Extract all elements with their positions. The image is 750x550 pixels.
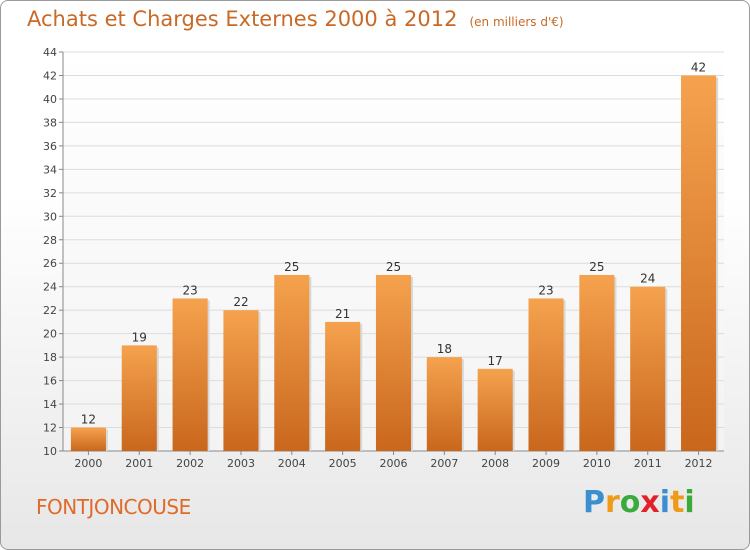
data-label: 25 [589,260,604,274]
data-label: 25 [386,260,401,274]
y-tick-label: 26 [43,257,57,270]
logo-letter: i [684,485,695,520]
y-tick-label: 32 [43,187,57,200]
y-tick-label: 40 [43,93,57,106]
logo-letter: P [583,485,605,520]
data-label: 23 [538,283,553,297]
y-tick-label: 24 [43,281,57,294]
bar [426,357,462,451]
data-label: 19 [132,330,147,344]
y-tick-label: 22 [43,304,57,317]
y-tick-label: 18 [43,351,57,364]
bar [579,274,615,451]
bar [375,274,412,451]
x-tick-label: 2012 [685,457,713,470]
bar [121,345,157,451]
x-tick-label: 2009 [532,457,560,470]
logo-letter: x [640,485,660,520]
bar [223,310,259,451]
y-tick-label: 12 [43,422,57,435]
y-tick-label: 34 [43,163,57,176]
chart-subtitle: (en milliers d'€) [469,15,564,29]
bar [70,427,106,451]
proxiti-logo: Proxiti [583,485,695,520]
y-tick-label: 28 [43,234,57,247]
x-tick-label: 2006 [380,457,408,470]
y-tick-label: 20 [43,328,57,341]
x-tick-label: 2004 [278,457,306,470]
data-label: 12 [81,413,96,427]
chart-title-text: Achats et Charges Externes 2000 à 2012 [27,7,458,31]
bar [325,321,361,451]
bar [274,274,310,451]
town-name: FONTJONCOUSE [36,495,191,519]
x-tick-label: 2008 [481,457,509,470]
data-label: 42 [691,60,706,74]
y-tick-label: 38 [43,116,57,129]
data-label: 18 [437,342,452,356]
logo-letter: i [659,485,671,520]
chart-title: Achats et Charges Externes 2000 à 2012 (e… [27,7,564,31]
data-label: 25 [284,260,299,274]
y-tick-label: 10 [43,445,57,458]
bar [681,75,717,452]
bar [630,286,666,451]
x-tick-label: 2007 [430,457,458,470]
bar [172,298,208,451]
bar [477,368,513,451]
x-tick-label: 2011 [634,457,662,470]
bar [528,298,564,451]
y-tick-label: 36 [43,140,57,153]
x-tick-label: 2003 [227,457,255,470]
data-label: 22 [233,295,248,309]
y-tick-label: 14 [43,398,57,411]
x-tick-label: 2002 [176,457,204,470]
data-label: 17 [488,354,503,368]
y-tick-label: 42 [43,69,57,82]
x-tick-label: 2001 [125,457,153,470]
y-tick-label: 16 [43,375,57,388]
data-label: 24 [640,272,655,286]
logo-letter: r [605,485,620,520]
data-label: 21 [335,307,350,321]
y-tick-label: 44 [43,46,57,59]
data-label: 23 [182,283,197,297]
x-tick-label: 2010 [583,457,611,470]
logo-letter: o [619,485,641,520]
y-tick-label: 30 [43,210,57,223]
x-tick-label: 2005 [329,457,357,470]
logo-letter: t [670,485,685,520]
x-tick-label: 2000 [74,457,102,470]
